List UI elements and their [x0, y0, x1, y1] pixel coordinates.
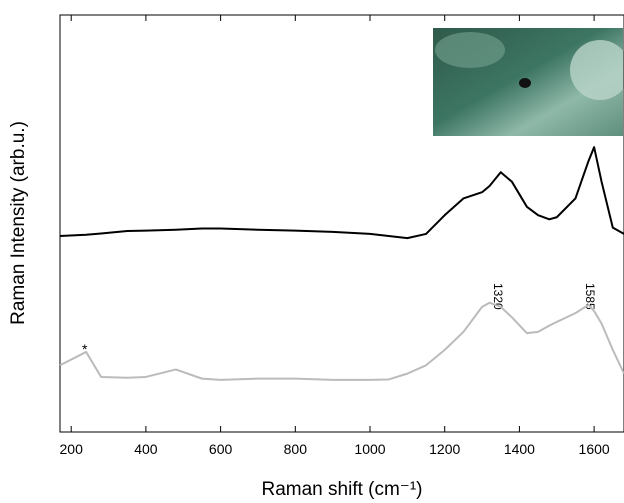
annotation: *	[82, 341, 88, 357]
x-axis-title: Raman shift (cm⁻¹)	[262, 479, 423, 500]
y-axis-title: Raman Intensity (arb.u.)	[8, 121, 29, 325]
x-tick-label: 200	[60, 441, 84, 457]
x-tick-label: 1000	[354, 441, 385, 457]
x-tick-label: 1600	[579, 441, 610, 457]
plot-frame	[59, 14, 624, 433]
x-tick-label: 600	[209, 441, 233, 457]
peak-label: 1585	[583, 283, 597, 310]
x-tick-label: 1400	[504, 441, 535, 457]
x-tick-label: 1200	[429, 441, 460, 457]
x-tick-label: 400	[134, 441, 158, 457]
peak-label: 1320	[491, 283, 505, 310]
inset-photo	[433, 28, 624, 136]
spectrum-line	[59, 301, 624, 381]
spectrum-line	[59, 146, 624, 240]
x-tick-label: 800	[284, 441, 308, 457]
